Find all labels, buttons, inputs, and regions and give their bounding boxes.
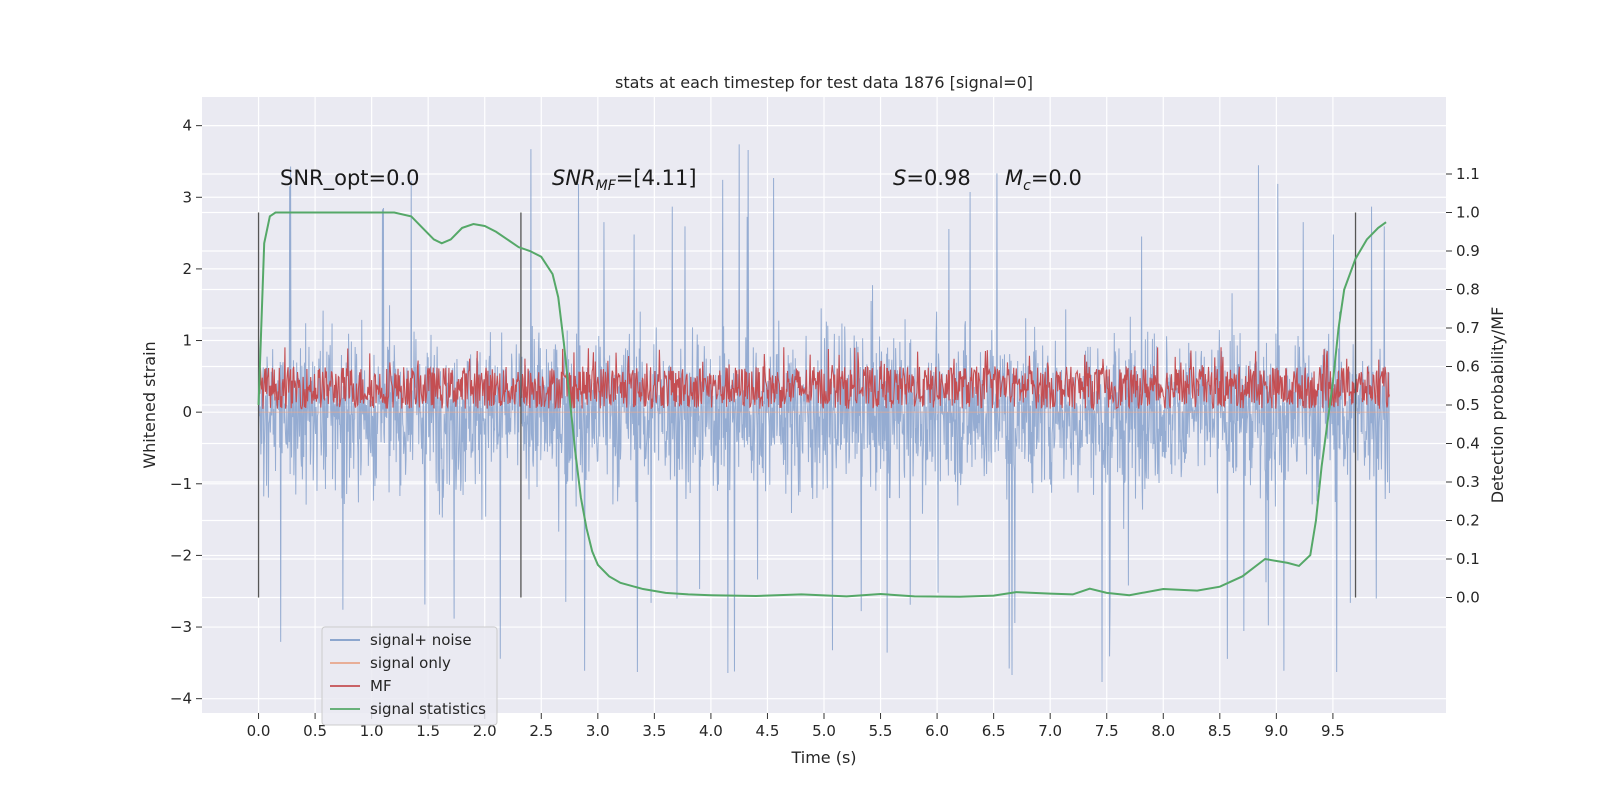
x-tick-label: 3.5 <box>642 722 666 740</box>
y-tick-label: −4 <box>170 690 192 708</box>
x-tick-label: 5.5 <box>869 722 893 740</box>
y-tick-label: −3 <box>170 618 192 636</box>
y-tick-label: 4 <box>182 117 192 135</box>
x-tick-label: 1.5 <box>416 722 440 740</box>
annotation-mc-value: =0.0 <box>1031 166 1082 190</box>
annotation-s-symbol: S <box>893 166 906 190</box>
y-tick-label: 0 <box>182 403 192 421</box>
x-tick-label: 8.5 <box>1208 722 1232 740</box>
legend-entry: MF <box>370 677 392 695</box>
annotation-snr-mf: SNRMF=[4.11] <box>552 166 697 194</box>
x-tick-label: 7.5 <box>1095 722 1119 740</box>
x-tick-label: 2.0 <box>473 722 497 740</box>
annotation-mc-symbol: M <box>1005 166 1023 190</box>
y2-tick-label: 0.4 <box>1456 435 1480 453</box>
signal-statistics-series <box>257 211 1387 598</box>
x-tick-label: 8.0 <box>1151 722 1175 740</box>
x-tick-label: 6.0 <box>925 722 949 740</box>
y2-tick-label: 0.7 <box>1456 319 1480 337</box>
chart-title: stats at each timestep for test data 187… <box>615 73 1033 92</box>
y2-tick-label: 0.2 <box>1456 512 1480 530</box>
x-tick-label: 9.0 <box>1264 722 1288 740</box>
annotation-mc: Mc=0.0 <box>1005 166 1082 194</box>
x-axis-label: Time (s) <box>790 748 856 767</box>
y2-tick-label: 0.8 <box>1456 281 1480 299</box>
y-tick-label: 3 <box>182 188 192 206</box>
ticks: 0.0 0.5 1.0 1.5 2.0 2.5 3.0 3.5 4.0 4.5 5.0 5.5 6.0 6… <box>170 117 1480 740</box>
annotations: SNR_opt=0.0 SNRMF=[4.11] S=0.98 Mc=0.0 <box>280 166 1082 194</box>
y2-tick-label: 1.0 <box>1456 204 1480 222</box>
x-tick-label: 2.5 <box>529 722 553 740</box>
x-tick-label: 0.0 <box>247 722 271 740</box>
legend-box <box>321 626 498 726</box>
y-axis-label: Whitened strain <box>140 341 159 468</box>
y-tick-label: 2 <box>182 260 192 278</box>
annotation-snr-opt: SNR_opt=0.0 <box>280 166 420 191</box>
signal-plus-noise-line <box>258 144 1390 683</box>
x-tick-label: 9.5 <box>1321 722 1345 740</box>
x-tick-label: 6.5 <box>982 722 1006 740</box>
legend: signal+ noise signal only MF signal statist… <box>321 626 498 726</box>
y2-tick-label: 0.6 <box>1456 358 1480 376</box>
y2-axis-label: Detection probability/MF <box>1488 307 1507 504</box>
mf-series <box>258 347 1390 411</box>
legend-entry: signal only <box>370 654 451 672</box>
annotation-snr-mf-value: =[4.11] <box>616 166 697 190</box>
annotation-snr-mf-subscript: MF <box>596 178 617 194</box>
legend-entry: signal+ noise <box>370 631 472 649</box>
y-tick-label: −1 <box>170 475 192 493</box>
y2-tick-label: 1.1 <box>1456 165 1480 183</box>
annotation-s-stat: S=0.98 <box>893 166 971 190</box>
y2-tick-label: 0.9 <box>1456 242 1480 260</box>
y2-tick-label: 0.0 <box>1456 589 1480 607</box>
y-tick-label: −2 <box>170 546 192 564</box>
y-tick-label: 1 <box>182 332 192 350</box>
x-tick-label: 4.5 <box>756 722 780 740</box>
vertical-markers <box>257 212 1357 598</box>
legend-entry: signal statistics <box>370 700 486 718</box>
annotation-snr-mf-symbol: SNR <box>552 166 596 190</box>
y2-tick-label: 0.5 <box>1456 396 1480 414</box>
x-tick-label: 5.0 <box>812 722 836 740</box>
mf-line <box>258 347 1390 411</box>
x-tick-label: 4.0 <box>699 722 723 740</box>
signal-plus-noise-series <box>258 144 1390 683</box>
annotation-s-value: =0.98 <box>906 166 970 190</box>
y2-tick-label: 0.3 <box>1456 473 1480 491</box>
x-tick-label: 3.0 <box>586 722 610 740</box>
x-tick-label: 0.5 <box>303 722 327 740</box>
y2-tick-label: 0.1 <box>1456 550 1480 568</box>
x-tick-label: 7.0 <box>1038 722 1062 740</box>
signal-statistics-line <box>257 211 1387 598</box>
x-tick-label: 1.0 <box>360 722 384 740</box>
annotation-mc-subscript: c <box>1023 178 1031 194</box>
